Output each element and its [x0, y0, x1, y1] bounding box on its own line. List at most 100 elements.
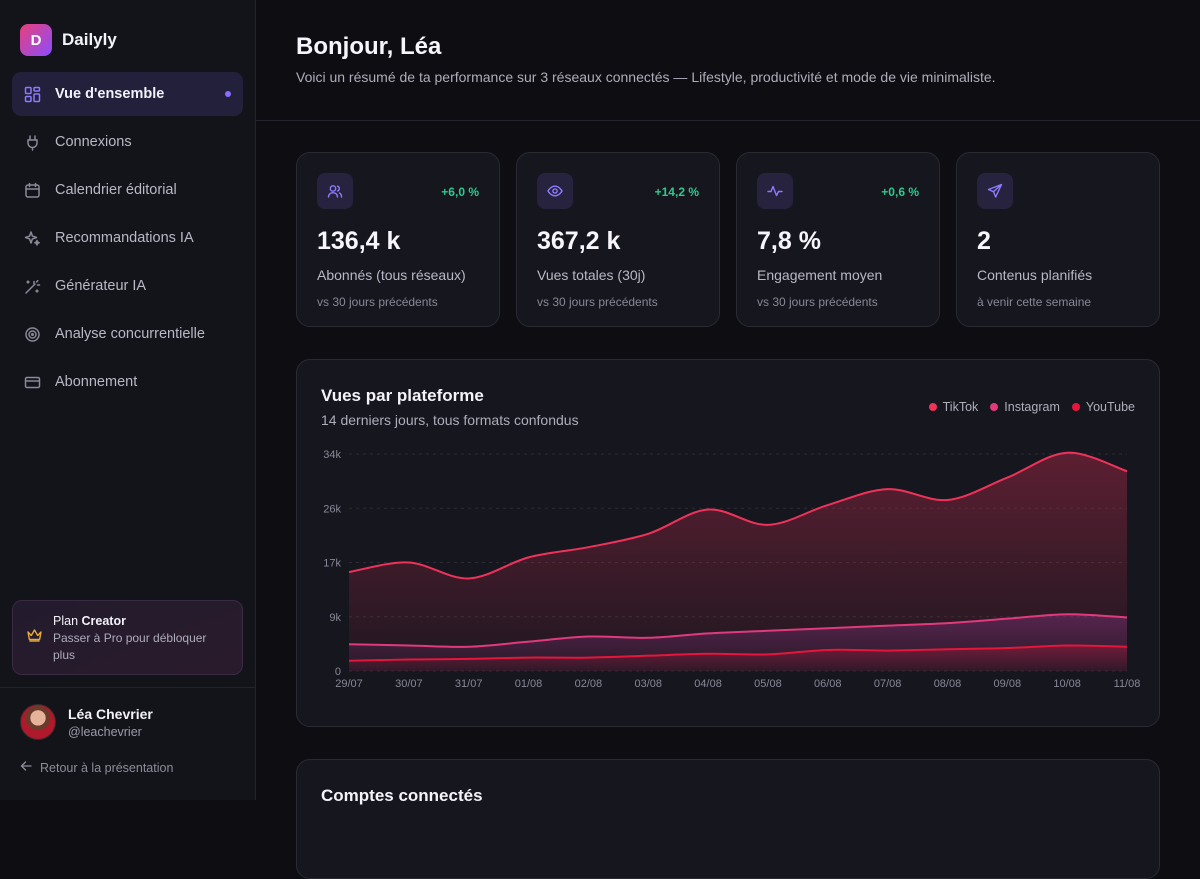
- brand[interactable]: D Dailyly: [20, 24, 117, 56]
- sidebar-item-label: Recommandations IA: [55, 230, 194, 246]
- x-axis-ticks: 29/07 30/07 31/07 01/08 02/08 03/08 04/08 05/08…: [335, 678, 1140, 690]
- x-tick-label: 11/08: [1114, 678, 1141, 690]
- plan-cta: Passer à Pro pour débloquer plus: [53, 631, 207, 662]
- legend-label: YouTube: [1085, 400, 1135, 414]
- x-tick-label: 08/08: [934, 678, 962, 690]
- legend-dot: [928, 403, 937, 411]
- legend-dot: [990, 403, 999, 411]
- kpi-value: 367,2 k: [537, 227, 621, 255]
- x-tick-label: 09/08: [994, 678, 1022, 690]
- sidebar-item-label: Vue d'ensemble: [55, 86, 165, 102]
- legend-item-instagram[interactable]: Instagram: [990, 400, 1060, 414]
- x-tick-label: 30/07: [395, 678, 423, 690]
- kpi-card-scheduled[interactable]: 2 Contenus planifiés à venir cette semai…: [956, 152, 1160, 327]
- sidebar-item-ai-recommendations[interactable]: Recommandations IA: [12, 216, 243, 260]
- sidebar-item-subscription[interactable]: Abonnement: [12, 360, 243, 404]
- kpi-row: +6,0 % 136,4 k Abonnés (tous réseaux) vs…: [296, 152, 1160, 327]
- x-tick-label: 01/08: [515, 678, 543, 690]
- calendar-icon: [24, 182, 41, 199]
- user-name: Léa Chevrier: [68, 705, 153, 722]
- sidebar: D Dailyly Vue d'ensemble Connexions Cale…: [0, 0, 256, 800]
- connected-accounts-title: Comptes connectés: [321, 786, 483, 805]
- kpi-label: Engagement moyen: [757, 267, 883, 283]
- sidebar-item-connections[interactable]: Connexions: [12, 120, 243, 164]
- sidebar-item-overview[interactable]: Vue d'ensemble: [12, 72, 243, 116]
- x-tick-label: 29/07: [335, 678, 363, 690]
- kpi-label: Abonnés (tous réseaux): [317, 267, 466, 283]
- y-tick-label: 26k: [323, 503, 341, 515]
- page-subtitle: Voici un résumé de ta performance sur 3 …: [296, 69, 996, 85]
- kpi-note: à venir cette semaine: [977, 295, 1092, 309]
- kpi-value: 7,8 %: [757, 227, 821, 255]
- sidebar-nav: Vue d'ensemble Connexions Calendrier édi…: [12, 72, 243, 408]
- kpi-note: vs 30 jours précédents: [317, 295, 438, 309]
- user-handle: @leachevrier: [68, 724, 142, 739]
- x-tick-label: 31/07: [455, 678, 483, 690]
- x-tick-label: 02/08: [575, 678, 603, 690]
- y-axis-ticks: 0 9k 17k 26k 34k: [323, 449, 341, 678]
- active-indicator: [225, 91, 231, 97]
- magic-wand-icon: [24, 278, 41, 295]
- sidebar-item-label: Analyse concurrentielle: [55, 326, 205, 342]
- kpi-card-engagement[interactable]: +0,6 % 7,8 % Engagement moyen vs 30 jour…: [736, 152, 940, 327]
- x-tick-label: 04/08: [694, 678, 722, 690]
- user-profile[interactable]: Léa Chevrier @leachevrier: [20, 704, 153, 740]
- eye-icon: [537, 173, 573, 209]
- page-title: Bonjour, Léa: [296, 33, 442, 60]
- target-icon: [24, 326, 41, 343]
- chart-lines: [348, 451, 1128, 662]
- tiktok-area: [349, 452, 1127, 671]
- back-to-presentation-link[interactable]: Retour à la présentation: [20, 760, 173, 775]
- legend-item-tiktok[interactable]: TikTok: [928, 400, 979, 414]
- main-content: Bonjour, Léa Voici un résumé de ta perfo…: [256, 0, 1200, 879]
- y-tick-label: 9k: [329, 612, 341, 624]
- kpi-card-views[interactable]: +14,2 % 367,2 k Vues totales (30j) vs 30…: [516, 152, 720, 327]
- legend-label: TikTok: [942, 400, 979, 414]
- upgrade-plan-card[interactable]: Plan Creator Passer à Pro pour débloquer…: [12, 600, 243, 675]
- kpi-delta: +14,2 %: [654, 185, 699, 199]
- sidebar-item-calendar[interactable]: Calendrier éditorial: [12, 168, 243, 212]
- chart-legend: TikTok Instagram YouTube: [928, 400, 1135, 414]
- sidebar-item-label: Abonnement: [55, 374, 138, 390]
- x-tick-label: 05/08: [754, 678, 782, 690]
- grid-icon: [24, 86, 41, 103]
- plug-icon: [24, 134, 41, 151]
- chart-subtitle: 14 derniers jours, tous formats confondu…: [321, 412, 579, 428]
- sidebar-item-competitor-analysis[interactable]: Analyse concurrentielle: [12, 312, 243, 356]
- x-tick-label: 06/08: [814, 678, 842, 690]
- kpi-card-followers[interactable]: +6,0 % 136,4 k Abonnés (tous réseaux) vs…: [296, 152, 500, 327]
- legend-item-youtube[interactable]: YouTube: [1071, 400, 1135, 414]
- plan-name: Creator: [81, 614, 126, 628]
- kpi-delta: +6,0 %: [441, 185, 479, 199]
- chart-title: Vues par plateforme: [321, 386, 484, 405]
- arrow-left-icon: [20, 760, 32, 775]
- y-tick-label: 34k: [323, 449, 341, 461]
- kpi-note: vs 30 jours précédents: [757, 295, 878, 309]
- instagram-line[interactable]: [348, 613, 1128, 648]
- views-by-platform-chart-card: Vues par plateforme 14 derniers jours, t…: [296, 359, 1160, 727]
- views-area-chart[interactable]: 0 9k 17k 26k 34k 29/07 30/07 31/07 01/08 02/08 03…: [297, 440, 1159, 700]
- youtube-area: [349, 645, 1127, 671]
- sidebar-item-ai-generator[interactable]: Générateur IA: [12, 264, 243, 308]
- tiktok-line[interactable]: [348, 451, 1128, 580]
- kpi-label: Vues totales (30j): [537, 267, 646, 283]
- kpi-note: vs 30 jours précédents: [537, 295, 658, 309]
- users-icon: [317, 173, 353, 209]
- x-tick-label: 03/08: [634, 678, 662, 690]
- chart-areas: [349, 452, 1127, 671]
- x-tick-label: 10/08: [1053, 678, 1081, 690]
- back-link-label: Retour à la présentation: [40, 760, 174, 775]
- connected-accounts-card: Comptes connectés: [296, 759, 1160, 879]
- kpi-value: 136,4 k: [317, 227, 401, 255]
- kpi-label: Contenus planifiés: [977, 267, 1093, 283]
- kpi-value: 2: [977, 227, 991, 255]
- crown-icon: [27, 629, 42, 647]
- send-icon: [977, 173, 1013, 209]
- legend-dot: [1071, 403, 1080, 411]
- page-header: Bonjour, Léa Voici un résumé de ta perfo…: [256, 0, 1200, 121]
- plan-prefix: Plan: [53, 614, 79, 628]
- sidebar-item-label: Connexions: [55, 134, 132, 150]
- youtube-line[interactable]: [348, 644, 1128, 662]
- y-tick-label: 0: [335, 666, 341, 678]
- sparkles-icon: [24, 230, 41, 247]
